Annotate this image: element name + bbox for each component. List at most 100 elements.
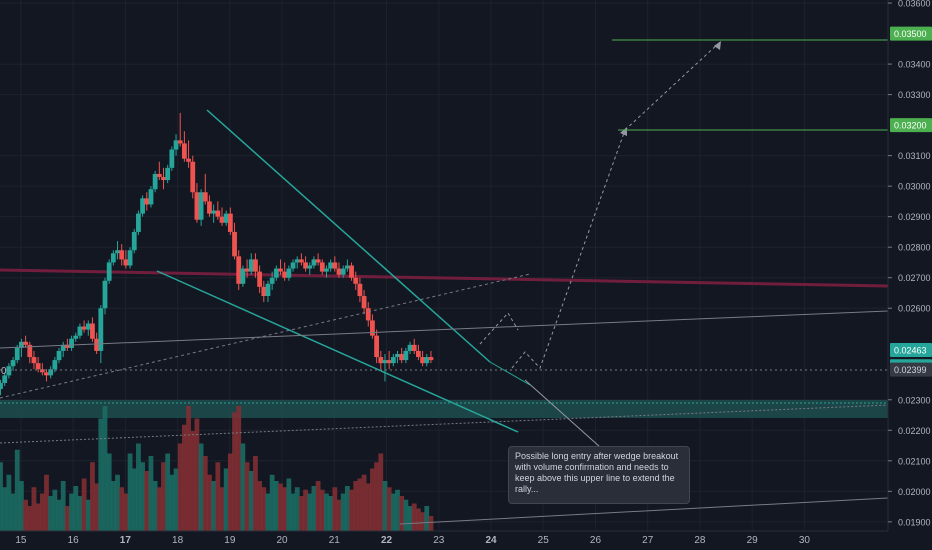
candle-body: [102, 280, 108, 309]
volume-bar: [102, 406, 108, 531]
volume-bar: [148, 456, 154, 531]
volume-bar: [98, 418, 104, 531]
arrow-head-2: [714, 41, 721, 50]
volume-bar: [173, 468, 179, 531]
volume-bar: [186, 406, 191, 531]
candle-body: [123, 259, 129, 266]
candle-body: [207, 201, 212, 214]
volume-bar: [390, 493, 396, 531]
candle-body: [0, 382, 3, 390]
volume-bar: [315, 481, 321, 531]
volume-bar: [303, 489, 308, 531]
candle-body: [269, 277, 275, 284]
volume-bar: [370, 468, 375, 531]
x-tick-label: 26: [590, 535, 602, 546]
candle-body: [211, 210, 217, 214]
resistance-line-maroon: [0, 268, 889, 288]
candle-body: [94, 338, 100, 351]
candle-body: [131, 231, 137, 251]
volume-bar: [115, 474, 120, 531]
volume-bar: [14, 449, 20, 531]
y-tick-label: 0.03400: [898, 60, 931, 70]
candle-body: [382, 360, 388, 364]
left-axis-char: 0: [1, 366, 7, 377]
price-label: 0.03200: [894, 121, 927, 131]
volume-bar: [35, 503, 41, 531]
volume-bar: [378, 453, 384, 531]
candle-body: [181, 143, 187, 159]
candle-body: [64, 344, 70, 348]
volume-bar: [223, 468, 229, 531]
candle-body: [144, 198, 150, 205]
volume-bar: [211, 481, 217, 531]
volume-bar: [110, 481, 116, 531]
y-tick-label: 0.02800: [898, 243, 931, 253]
candle-body: [52, 360, 58, 370]
volume-bar: [27, 506, 33, 531]
candle-body: [365, 308, 371, 321]
dotted-trend-line-2: [0, 404, 889, 444]
x-tick-label: 20: [277, 535, 289, 546]
volume-bar: [257, 481, 263, 531]
candle-body: [411, 344, 417, 351]
support-zone-band: [0, 400, 888, 418]
volume-bar: [39, 493, 45, 531]
candle-body: [232, 231, 237, 257]
x-tick-label: 21: [329, 535, 341, 546]
candle-body: [148, 189, 154, 205]
candle-body: [370, 320, 375, 336]
candle-body: [395, 354, 400, 358]
candle-body: [60, 344, 66, 351]
projection-path-1: [479, 312, 519, 345]
candle-body: [215, 210, 221, 217]
y-tick-label: 0.01900: [898, 517, 931, 527]
volume-bar: [52, 489, 58, 531]
volume-bar: [156, 487, 162, 531]
candle-body: [156, 173, 162, 177]
candle-body: [81, 326, 87, 330]
volume-bar: [23, 499, 28, 531]
volume-bar: [227, 453, 233, 531]
volume-bar: [56, 499, 62, 531]
candle-body: [98, 308, 104, 351]
volume-bar: [357, 478, 363, 531]
price-label: 0.02399: [894, 365, 927, 375]
candle-body: [273, 268, 279, 278]
x-tick-label: 22: [381, 535, 393, 546]
x-tick-label: 30: [799, 535, 811, 546]
candle-body: [324, 268, 329, 272]
price-label-box: [890, 118, 932, 133]
candle-body: [353, 277, 359, 284]
volume-bar: [294, 487, 300, 531]
volume-bar: [48, 496, 54, 531]
volume-bar: [428, 516, 434, 531]
volume-bar: [374, 462, 380, 531]
candle-body: [265, 283, 271, 297]
candle-body: [290, 262, 296, 269]
candle-body: [44, 372, 49, 376]
candle-body: [424, 357, 430, 364]
candle-body: [140, 198, 146, 214]
volume-bar: [349, 489, 354, 531]
candle-body: [378, 357, 384, 364]
candle-body: [244, 268, 250, 272]
candle-body: [69, 338, 74, 348]
volume-bar: [69, 493, 74, 531]
candle-body: [90, 323, 95, 339]
volume-bar: [94, 483, 100, 531]
volume-bar: [319, 489, 325, 531]
arrow-head-1: [620, 127, 627, 136]
y-tick-label: 0.02300: [898, 395, 931, 405]
candle-body: [2, 375, 8, 383]
volume-bar: [140, 462, 146, 531]
candle-body: [219, 216, 225, 223]
annotation-callout[interactable]: Possible long entry after wedge breakout…: [508, 446, 690, 504]
volume-bar: [244, 462, 250, 531]
x-tick-label: 24: [485, 535, 497, 546]
candle-body: [416, 350, 421, 358]
candle-body: [73, 335, 79, 339]
wedge-upper-line: [206, 109, 491, 363]
volume-bar: [81, 478, 87, 531]
